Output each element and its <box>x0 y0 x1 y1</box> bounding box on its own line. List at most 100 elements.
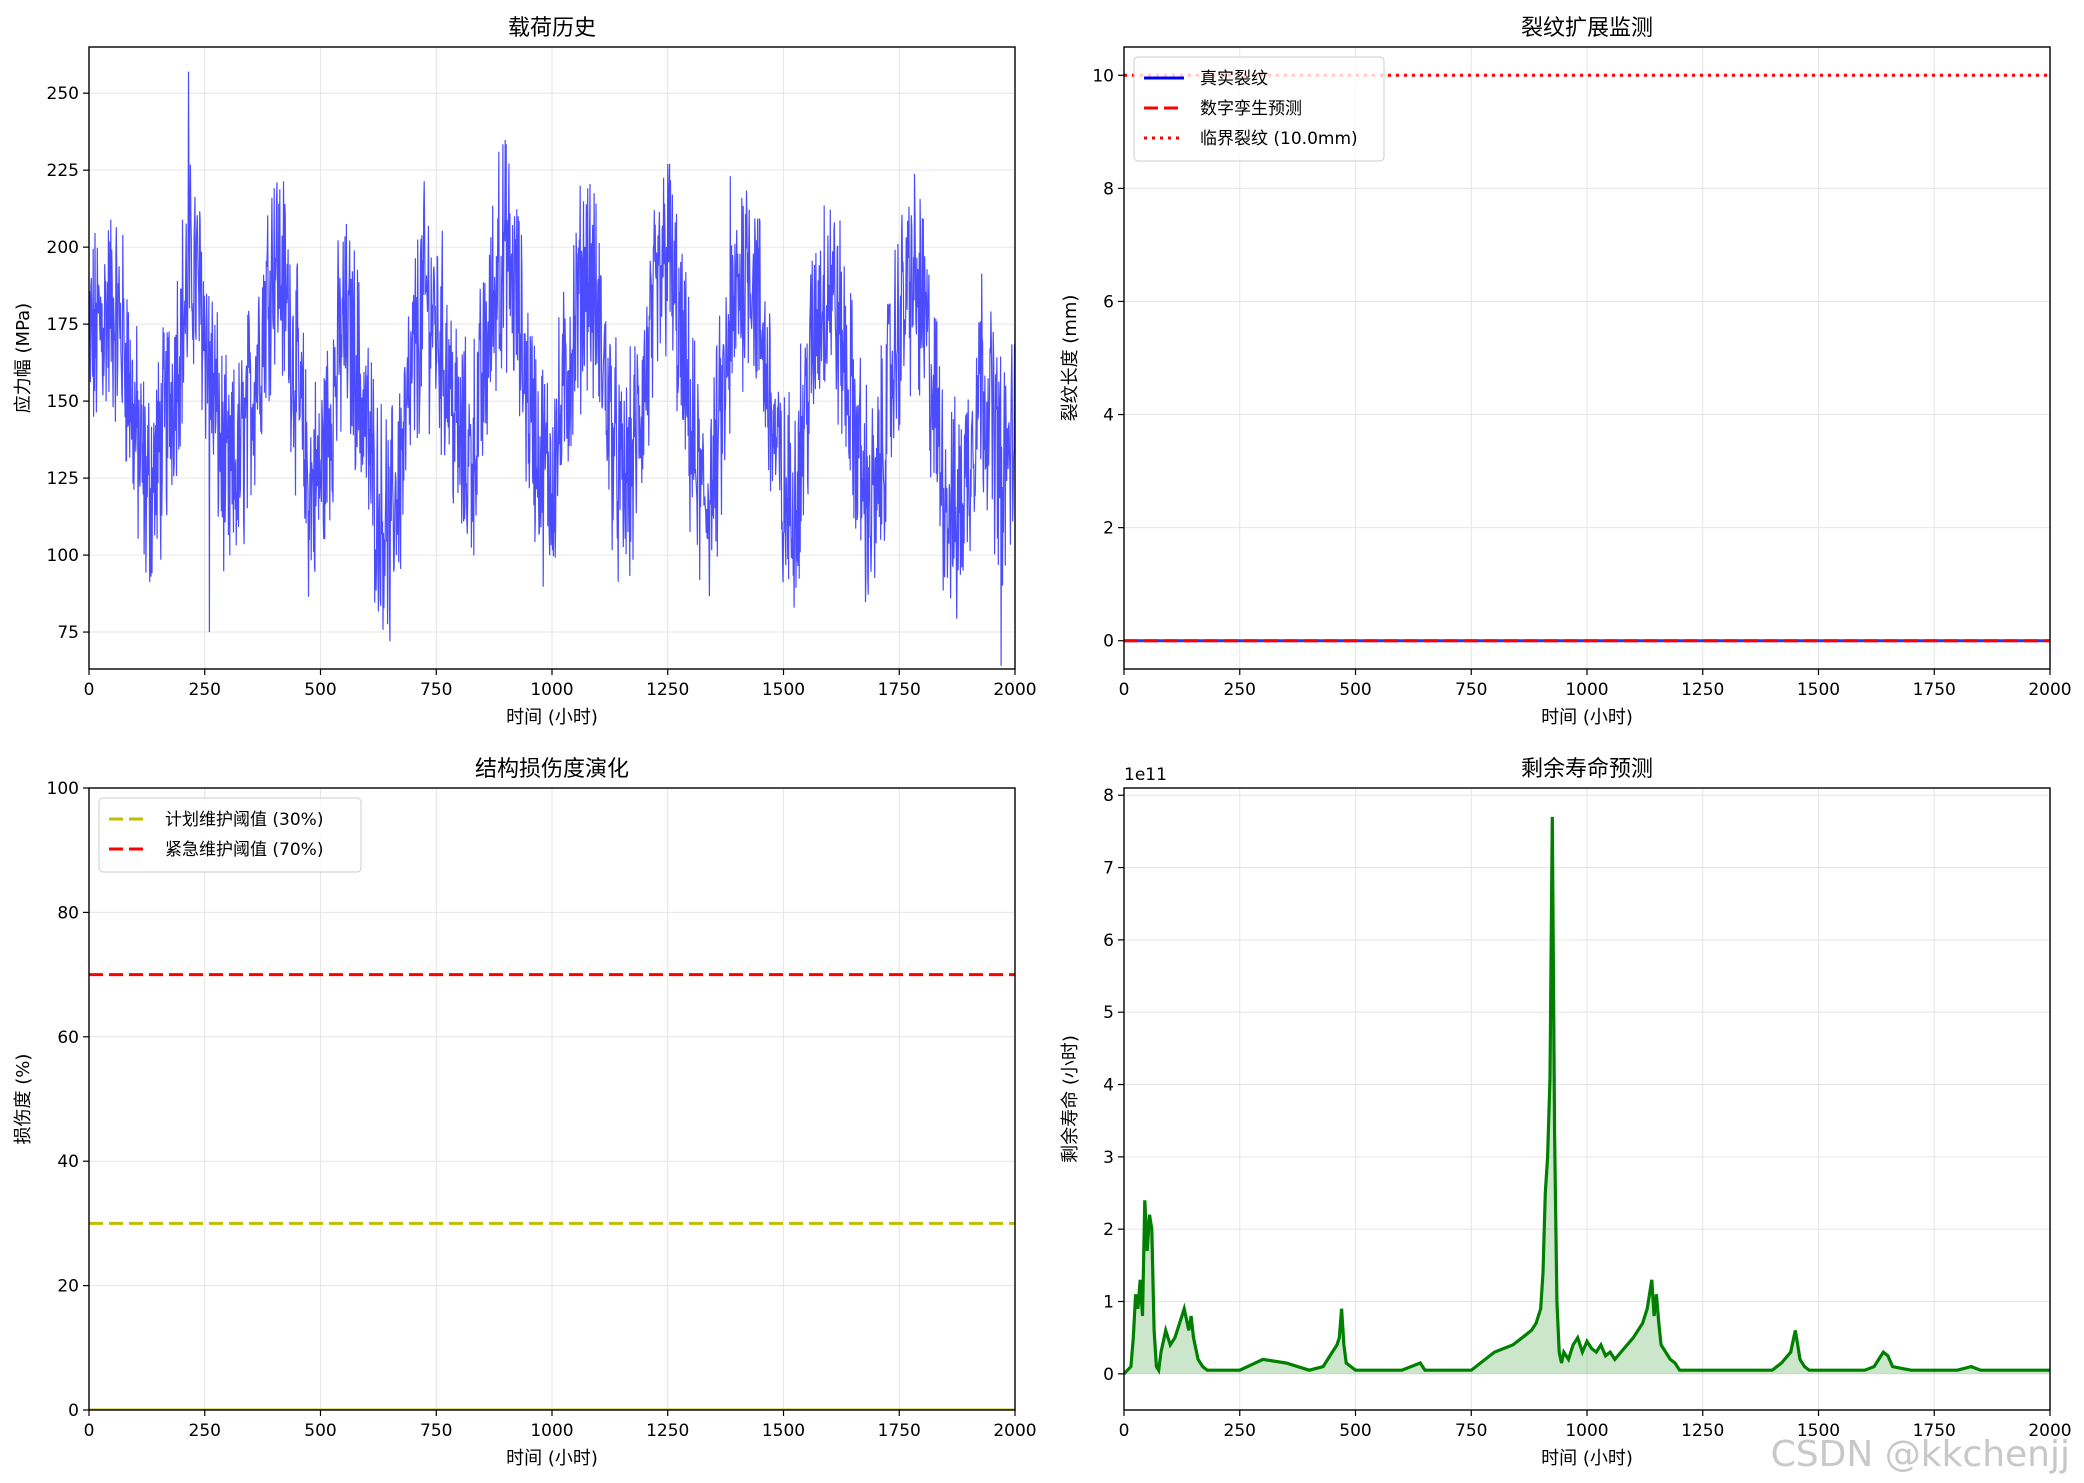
x-tick-label: 250 <box>1224 1421 1256 1441</box>
legend-label: 紧急维护阈值 (70%) <box>165 840 323 860</box>
y-axis-label: 损伤度 (%) <box>13 1054 34 1145</box>
y-tick-label: 250 <box>47 84 79 104</box>
x-tick-label: 1750 <box>1913 680 1956 700</box>
y-tick-label: 80 <box>57 903 79 923</box>
x-tick-label: 500 <box>304 1421 336 1441</box>
x-tick-label: 750 <box>1455 680 1487 700</box>
y-tick-label: 20 <box>57 1277 79 1297</box>
y-tick-label: 6 <box>1103 292 1114 312</box>
x-axis-label: 时间 (小时) <box>506 1448 598 1469</box>
axis-offset-text: 1e11 <box>1124 765 1167 785</box>
legend-label: 真实裂纹 <box>1200 69 1268 89</box>
y-tick-label: 100 <box>47 546 79 566</box>
plot-area <box>89 973 1015 1410</box>
y-tick-label: 2 <box>1103 519 1114 539</box>
x-tick-label: 1250 <box>1681 1421 1724 1441</box>
x-tick-label: 1750 <box>878 1421 921 1441</box>
x-tick-label: 1500 <box>762 680 805 700</box>
y-tick-label: 0 <box>68 1401 79 1421</box>
x-tick-label: 1000 <box>530 680 573 700</box>
x-axis-label: 时间 (小时) <box>1541 1448 1633 1469</box>
x-tick-label: 0 <box>1119 680 1130 700</box>
chart-title: 裂纹扩展监测 <box>1521 16 1653 41</box>
chart-title: 结构损伤度演化 <box>475 757 629 782</box>
chart-title: 剩余寿命预测 <box>1521 757 1653 782</box>
legend-label: 临界裂纹 (10.0mm) <box>1200 129 1358 149</box>
subplot-3: 0 250 500 750 1000 1250 1500 1750 2000 0 20 40 60 80 1… <box>13 757 1037 1469</box>
x-tick-label: 2000 <box>2028 1421 2071 1441</box>
y-axis-label: 剩余寿命 (小时) <box>1060 1035 1081 1163</box>
y-tick-label: 6 <box>1103 931 1114 951</box>
x-tick-label: 750 <box>420 680 452 700</box>
x-tick-label: 0 <box>1119 1421 1130 1441</box>
y-tick-label: 3 <box>1103 1148 1114 1168</box>
y-tick-label: 7 <box>1103 859 1114 879</box>
subplot-4: 0 250 500 750 1000 1250 1500 1750 2000 0 1 2 3 4 5 6 7 8 剩… <box>1060 757 2072 1469</box>
y-tick-label: 2 <box>1103 1220 1114 1240</box>
x-axis-label: 时间 (小时) <box>506 707 598 728</box>
y-tick-label: 1 <box>1103 1293 1114 1313</box>
x-tick-label: 750 <box>420 1421 452 1441</box>
y-tick-label: 40 <box>57 1152 79 1172</box>
series-line <box>89 71 1015 666</box>
y-tick-label: 125 <box>47 469 79 489</box>
y-tick-label: 175 <box>47 315 79 335</box>
axes-frame <box>1123 46 2051 670</box>
series-line <box>1124 816 2050 1375</box>
x-tick-label: 250 <box>189 680 221 700</box>
x-tick-label: 500 <box>1339 1421 1371 1441</box>
y-tick-label: 8 <box>1103 179 1114 199</box>
plot-area <box>1124 816 2050 1375</box>
x-tick-label: 0 <box>84 1421 95 1441</box>
x-axis-label: 时间 (小时) <box>1541 707 1633 728</box>
subplot-1: 0 250 500 750 1000 1250 1500 1750 2000 75 100 125 15… <box>13 16 1037 728</box>
y-tick-label: 5 <box>1103 1003 1114 1023</box>
x-tick-label: 1250 <box>1681 680 1724 700</box>
axes-frame <box>88 787 1016 1411</box>
x-tick-label: 1500 <box>762 1421 805 1441</box>
watermark: CSDN @kkchenjj <box>1770 1434 2070 1475</box>
x-tick-label: 1000 <box>1565 680 1608 700</box>
x-tick-label: 0 <box>84 680 95 700</box>
x-tick-label: 2000 <box>993 680 1036 700</box>
y-tick-label: 0 <box>1103 1365 1114 1385</box>
x-tick-label: 1750 <box>1913 1421 1956 1441</box>
x-tick-label: 1000 <box>530 1421 573 1441</box>
y-tick-label: 4 <box>1103 1076 1114 1096</box>
x-tick-label: 2000 <box>2028 680 2071 700</box>
x-tick-label: 1250 <box>646 680 689 700</box>
plot-area <box>89 71 1015 666</box>
axes-frame <box>1123 787 2051 1411</box>
x-tick-label: 1500 <box>1797 680 1840 700</box>
legend-label: 数字孪生预测 <box>1200 99 1302 119</box>
x-tick-label: 1500 <box>1797 1421 1840 1441</box>
legend-label: 计划维护阈值 (30%) <box>165 810 323 830</box>
x-tick-label: 2000 <box>993 1421 1036 1441</box>
y-tick-label: 4 <box>1103 406 1114 426</box>
axes-frame <box>88 46 1016 670</box>
y-tick-label: 150 <box>47 392 79 412</box>
legend-box <box>98 797 362 873</box>
y-tick-label: 10 <box>1092 66 1114 86</box>
x-tick-label: 1250 <box>646 1421 689 1441</box>
y-axis-label: 裂纹长度 (mm) <box>1060 295 1081 422</box>
x-tick-label: 250 <box>189 1421 221 1441</box>
y-tick-label: 0 <box>1103 632 1114 652</box>
x-tick-label: 500 <box>304 680 336 700</box>
x-tick-label: 1750 <box>878 680 921 700</box>
x-tick-label: 1000 <box>1565 1421 1608 1441</box>
y-tick-label: 100 <box>47 779 79 799</box>
y-tick-label: 225 <box>47 161 79 181</box>
y-tick-label: 60 <box>57 1028 79 1048</box>
x-tick-label: 750 <box>1455 1421 1487 1441</box>
x-tick-label: 500 <box>1339 680 1371 700</box>
y-tick-label: 75 <box>57 623 79 643</box>
y-tick-label: 200 <box>47 238 79 258</box>
x-tick-label: 250 <box>1224 680 1256 700</box>
chart-title: 载荷历史 <box>508 16 596 41</box>
subplot-2: 0 250 500 750 1000 1250 1500 1750 2000 0 2 4 6 8 10 裂纹扩… <box>1060 16 2072 728</box>
y-tick-label: 8 <box>1103 786 1114 806</box>
y-axis-label: 应力幅 (MPa) <box>13 303 34 413</box>
legend-box <box>1133 56 1385 162</box>
